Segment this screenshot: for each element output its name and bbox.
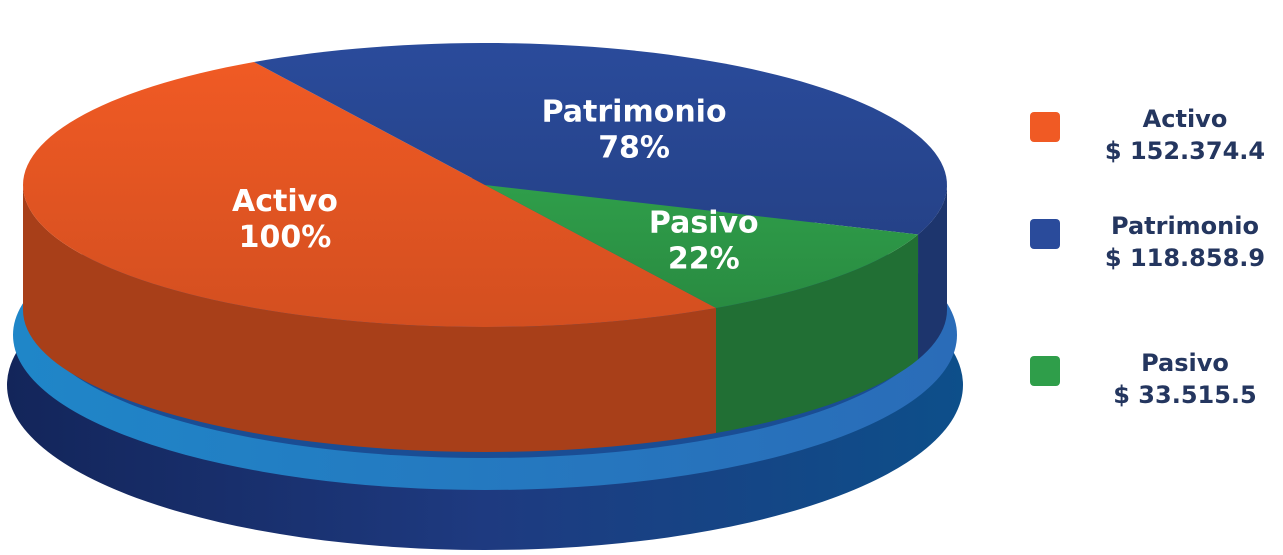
legend-swatch — [1030, 219, 1060, 249]
slice-value: 22% — [668, 241, 740, 276]
legend-label: Pasivo — [1141, 349, 1229, 377]
slice-label: Patrimonio — [542, 94, 727, 129]
pie-slice — [23, 62, 716, 328]
pie-slice — [485, 185, 919, 308]
slice-value: 100% — [239, 220, 332, 255]
slice-label: Activo — [232, 184, 338, 219]
pie-side — [23, 185, 716, 452]
legend-label: Patrimonio — [1111, 212, 1259, 240]
pie-slice — [254, 43, 947, 235]
legend-value: $ 33.515.5 — [1113, 381, 1256, 409]
legend-swatch — [1030, 112, 1060, 142]
slice-value: 78% — [598, 130, 670, 165]
legend-value: $ 118.858.9 — [1105, 244, 1265, 272]
pie-side — [918, 185, 947, 360]
legend-label: Activo — [1143, 105, 1228, 133]
pie-side — [716, 234, 919, 433]
legend-value: $ 152.374.4 — [1105, 137, 1265, 165]
slice-label: Pasivo — [649, 205, 759, 240]
legend-swatch — [1030, 356, 1060, 386]
